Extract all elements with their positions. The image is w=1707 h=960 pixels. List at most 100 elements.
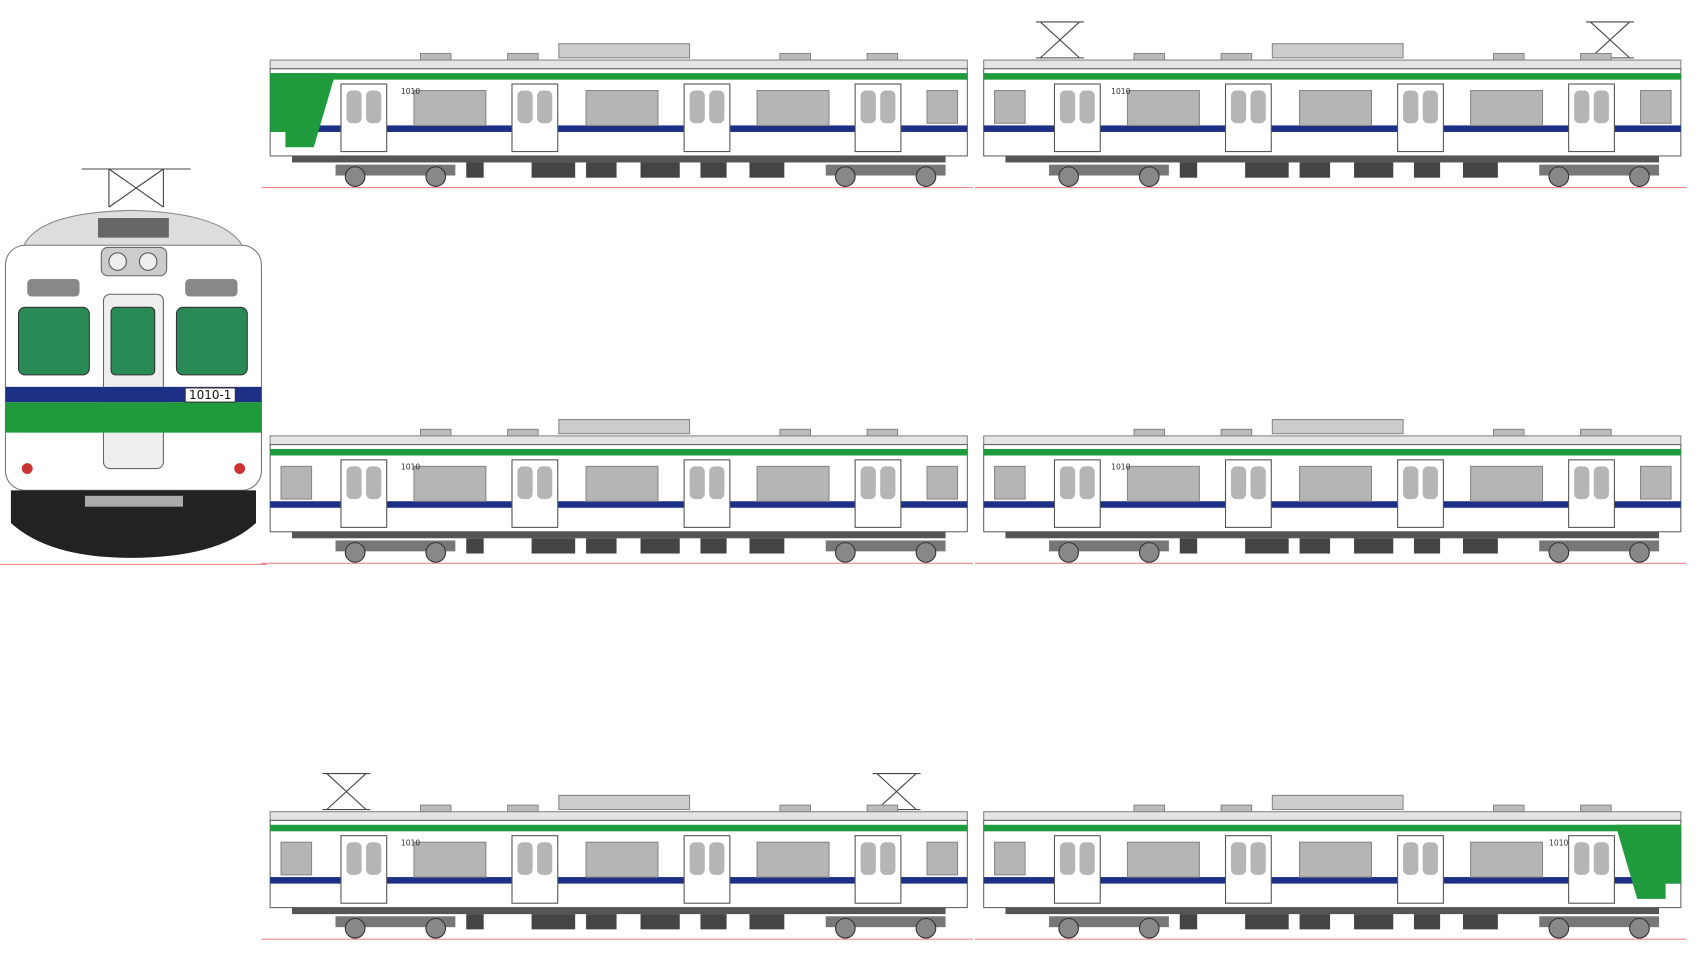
bogie bbox=[335, 916, 456, 928]
vent bbox=[866, 804, 899, 813]
vent bbox=[1580, 428, 1612, 437]
underframe bbox=[291, 531, 946, 539]
blue-stripe bbox=[270, 125, 968, 132]
door-window bbox=[1593, 90, 1609, 124]
roof bbox=[983, 59, 1682, 70]
door-window bbox=[1230, 466, 1247, 500]
vent bbox=[866, 428, 899, 437]
car: 1010 bbox=[974, 418, 1687, 564]
window bbox=[413, 90, 487, 126]
vent bbox=[1133, 52, 1166, 61]
bogie bbox=[1539, 164, 1660, 176]
wheel bbox=[1548, 917, 1570, 939]
window bbox=[413, 841, 487, 878]
skirt bbox=[10, 490, 256, 558]
vent bbox=[419, 52, 452, 61]
door-window bbox=[1403, 466, 1419, 500]
front-view: 1010-1 bbox=[0, 168, 267, 565]
equipment bbox=[640, 538, 680, 554]
end-window bbox=[994, 841, 1026, 876]
vent bbox=[1220, 804, 1253, 813]
route-sign bbox=[27, 279, 80, 297]
door-window bbox=[1079, 842, 1095, 875]
door-window bbox=[880, 90, 896, 124]
wheel bbox=[915, 542, 937, 563]
ac-unit bbox=[1271, 418, 1404, 435]
window bbox=[756, 90, 830, 126]
window bbox=[1299, 465, 1373, 502]
pantograph bbox=[1586, 21, 1635, 59]
blue-stripe bbox=[983, 501, 1681, 508]
car-number: 1010 bbox=[1111, 463, 1131, 472]
bogie bbox=[335, 164, 456, 176]
green-stripe bbox=[270, 448, 968, 456]
end-window bbox=[1640, 465, 1672, 500]
equipment bbox=[586, 162, 617, 178]
door-window bbox=[537, 90, 553, 124]
underframe bbox=[1005, 155, 1660, 163]
door-window bbox=[689, 90, 705, 124]
roof bbox=[269, 59, 968, 70]
equipment bbox=[1354, 914, 1394, 930]
vent bbox=[1133, 428, 1166, 437]
vent bbox=[1580, 804, 1612, 813]
end-window bbox=[926, 841, 959, 876]
door-window bbox=[1079, 466, 1095, 500]
door-window bbox=[880, 466, 896, 500]
wheel bbox=[425, 917, 447, 939]
end-window bbox=[926, 90, 959, 124]
equipment bbox=[700, 914, 727, 930]
bogie bbox=[825, 916, 946, 928]
equipment bbox=[1354, 538, 1394, 554]
wheel bbox=[834, 917, 856, 939]
equipment bbox=[1179, 162, 1198, 178]
wheel bbox=[1548, 166, 1570, 187]
door-window bbox=[709, 90, 725, 124]
vent bbox=[1492, 804, 1525, 813]
green-stripe bbox=[983, 824, 1681, 832]
end-window bbox=[280, 841, 313, 876]
pantograph bbox=[322, 773, 371, 811]
vent bbox=[1133, 804, 1166, 813]
equipment bbox=[1245, 538, 1289, 554]
green-stripe bbox=[5, 402, 262, 433]
blue-stripe bbox=[270, 501, 968, 508]
window bbox=[756, 465, 830, 502]
ac-unit bbox=[1271, 794, 1404, 811]
route-sign bbox=[185, 279, 238, 297]
equipment bbox=[1179, 538, 1198, 554]
wheel bbox=[1138, 542, 1160, 563]
equipment bbox=[1245, 914, 1289, 930]
door-window bbox=[1059, 842, 1076, 875]
wheel bbox=[1548, 542, 1570, 563]
door-window bbox=[517, 90, 533, 124]
equipment bbox=[749, 162, 785, 178]
door-window bbox=[537, 842, 553, 875]
door-window bbox=[689, 466, 705, 500]
end-window bbox=[1640, 90, 1672, 124]
door-window bbox=[1403, 90, 1419, 124]
bogie bbox=[1049, 540, 1169, 552]
end-window bbox=[280, 465, 313, 500]
vent bbox=[1492, 52, 1525, 61]
door-window bbox=[517, 466, 533, 500]
wheel bbox=[915, 166, 937, 187]
pantograph bbox=[81, 168, 191, 208]
bogie bbox=[1539, 540, 1660, 552]
headlight bbox=[138, 252, 158, 271]
equipment bbox=[531, 914, 576, 930]
door-window bbox=[1059, 466, 1076, 500]
car-number: 1010 bbox=[1549, 838, 1569, 847]
window bbox=[1470, 90, 1544, 126]
door-window bbox=[1574, 466, 1590, 500]
door-window bbox=[537, 466, 553, 500]
wheel bbox=[1629, 917, 1650, 939]
bogie bbox=[1049, 164, 1169, 176]
door-window bbox=[1250, 90, 1266, 124]
vent bbox=[1580, 52, 1612, 61]
wheel bbox=[425, 542, 447, 563]
door-window bbox=[1250, 842, 1266, 875]
door-window bbox=[1422, 466, 1438, 500]
roof bbox=[269, 811, 968, 821]
door-window bbox=[366, 842, 382, 875]
